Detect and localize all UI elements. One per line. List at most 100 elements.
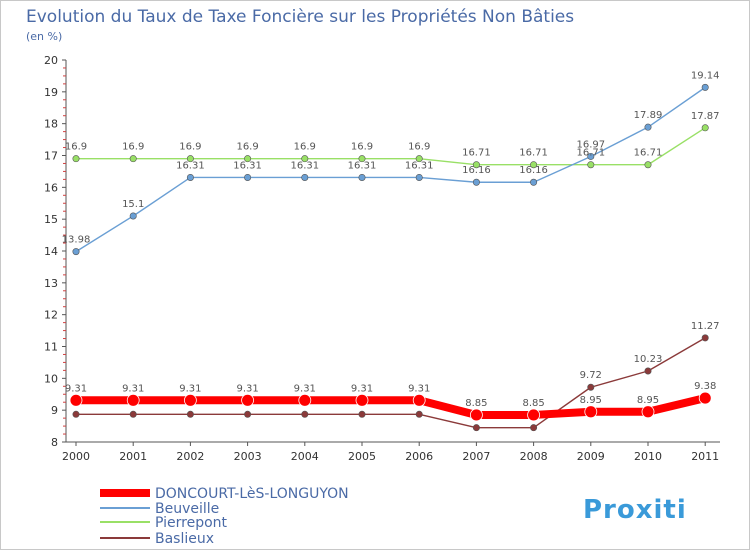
data-point-1-4	[301, 173, 309, 181]
x-tick-label: 2006	[405, 450, 433, 463]
data-label-0-9: 8.95	[580, 395, 602, 406]
data-point-3-10	[644, 367, 652, 375]
data-point-1-10	[644, 123, 652, 131]
data-point-2-2	[186, 155, 194, 163]
x-tick-label: 2000	[62, 450, 90, 463]
x-tick-label: 2007	[462, 450, 490, 463]
series-line-1	[75, 86, 706, 253]
data-point-3-8	[530, 424, 538, 432]
series-lines	[69, 83, 712, 432]
y-tick-label: 16	[44, 181, 58, 194]
data-point-2-1	[129, 155, 137, 163]
x-tick-label: 2001	[119, 450, 147, 463]
y-tick-label: 19	[44, 86, 58, 99]
data-point-3-6	[415, 410, 423, 418]
data-label-1-3: 16.31	[233, 160, 262, 171]
x-tick-label: 2005	[348, 450, 376, 463]
data-label-1-2: 16.31	[176, 160, 205, 171]
legend-label-1: Beuveille	[155, 501, 219, 517]
data-point-0-5	[355, 393, 369, 407]
data-point-1-11	[701, 83, 709, 91]
y-tick-label: 20	[44, 54, 58, 67]
data-label-0-1: 9.31	[122, 383, 144, 394]
data-label-0-7: 8.85	[465, 398, 487, 409]
x-tick-label: 2003	[234, 450, 262, 463]
proxiti-logo-text: Proxiti	[583, 495, 687, 525]
data-label-2-2: 16.9	[179, 142, 201, 153]
data-point-1-3	[244, 173, 252, 181]
data-point-1-9	[587, 152, 595, 160]
data-point-2-4	[301, 155, 309, 163]
data-label-0-4: 9.31	[294, 383, 316, 394]
data-point-3-7	[472, 424, 480, 432]
data-label-3-10: 10.23	[634, 354, 663, 365]
legend-label-0: DONCOURT-LèS-LONGUYON	[155, 486, 349, 502]
data-point-3-0	[72, 410, 80, 418]
x-tick-label: 2010	[634, 450, 662, 463]
data-point-1-2	[186, 173, 194, 181]
data-point-2-10	[644, 161, 652, 169]
data-label-1-1: 15.1	[122, 199, 144, 210]
y-tick-label: 8	[51, 436, 58, 449]
x-tick-label: 2002	[176, 450, 204, 463]
data-label-3-11: 11.27	[691, 321, 720, 332]
data-label-2-0: 16.9	[65, 142, 87, 153]
data-label-2-9: 16.71	[576, 148, 605, 159]
data-point-1-1	[129, 212, 137, 220]
data-point-0-10	[641, 405, 655, 419]
x-tick-label: 2004	[291, 450, 319, 463]
y-tick-label: 12	[44, 309, 58, 322]
y-tick-label: 9	[51, 404, 58, 417]
chart-title: Evolution du Taux de Taxe Foncière sur l…	[26, 7, 574, 27]
data-point-0-1	[126, 393, 140, 407]
data-point-2-3	[244, 155, 252, 163]
data-label-0-5: 9.31	[351, 383, 373, 394]
data-label-1-9: 16.97	[576, 139, 605, 150]
data-label-1-6: 16.31	[405, 160, 434, 171]
x-tick-label: 2008	[520, 450, 548, 463]
data-label-1-0: 13.98	[62, 235, 91, 246]
data-point-2-0	[72, 155, 80, 163]
data-label-2-8: 16.71	[519, 148, 548, 159]
data-label-0-6: 9.31	[408, 383, 430, 394]
y-axis-unit: (en %)	[26, 30, 62, 43]
y-tick-label: 15	[44, 213, 58, 226]
y-tick-label: 13	[44, 277, 58, 290]
data-point-2-5	[358, 155, 366, 163]
data-label-3-9: 9.72	[580, 370, 602, 381]
data-point-2-9	[587, 161, 595, 169]
data-label-1-4: 16.31	[290, 160, 319, 171]
legend-label-3: Baslieux	[155, 531, 214, 547]
series-line-0	[72, 394, 710, 419]
data-point-3-3	[244, 410, 252, 418]
data-point-0-4	[298, 393, 312, 407]
data-label-0-11: 9.38	[694, 381, 716, 392]
data-point-1-6	[415, 173, 423, 181]
y-tick-label: 14	[44, 245, 58, 258]
data-label-1-10: 17.89	[634, 110, 663, 121]
series-line-2	[75, 127, 706, 166]
data-point-2-6	[415, 155, 423, 163]
data-point-0-9	[584, 405, 598, 419]
data-label-0-2: 9.31	[179, 383, 201, 394]
legend-label-2: Pierrepont	[155, 515, 228, 531]
data-point-3-2	[186, 410, 194, 418]
data-label-2-1: 16.9	[122, 142, 144, 153]
data-point-0-3	[241, 393, 255, 407]
legend: DONCOURT-LèS-LONGUYONBeuveillePierrepont…	[100, 486, 349, 547]
data-label-1-7: 16.16	[462, 165, 491, 176]
axes: 8 9 10 11 12 13 14 15 16 17 18 19 20 2000 2001 2002 2003…	[44, 54, 720, 463]
data-label-2-7: 16.71	[462, 148, 491, 159]
y-tick-label: 11	[44, 341, 58, 354]
data-point-1-5	[358, 173, 366, 181]
data-point-0-8	[527, 408, 540, 422]
x-tick-label: 2011	[691, 450, 719, 463]
data-label-1-8: 16.16	[519, 165, 548, 176]
data-point-0-7	[469, 408, 483, 422]
y-tick-label: 17	[44, 150, 58, 163]
data-point-0-2	[183, 393, 197, 407]
data-label-2-11: 17.87	[691, 111, 720, 122]
data-point-3-9	[587, 383, 595, 391]
